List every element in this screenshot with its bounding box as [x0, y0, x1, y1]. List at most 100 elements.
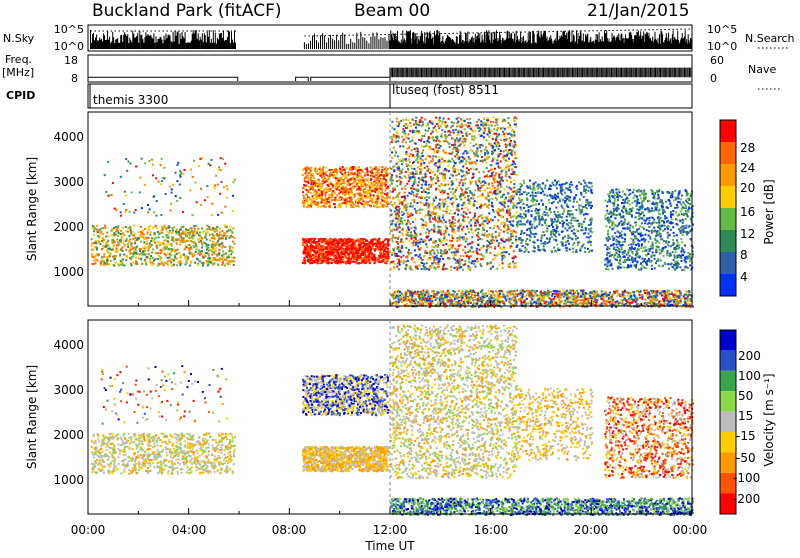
power-point	[180, 256, 182, 258]
power-point	[487, 119, 489, 121]
power-point	[163, 226, 165, 228]
power-point	[420, 140, 422, 142]
power-point	[456, 179, 458, 181]
power-point	[222, 261, 224, 263]
power-point	[441, 123, 443, 125]
power-point	[180, 236, 182, 238]
power-point	[189, 248, 191, 250]
power-point	[439, 173, 441, 175]
power-point	[311, 186, 313, 188]
power-point	[378, 169, 380, 171]
power-point	[148, 226, 150, 228]
power-point	[429, 218, 431, 220]
power-point	[233, 243, 235, 245]
power-point	[387, 248, 389, 250]
power-point	[119, 254, 121, 256]
power-point	[396, 131, 398, 133]
power-point	[184, 239, 186, 241]
power-point	[513, 120, 515, 122]
power-point	[386, 259, 388, 261]
power-point	[405, 171, 407, 173]
power-point	[334, 192, 336, 194]
power-point	[513, 161, 515, 163]
power-point	[369, 197, 371, 199]
power-point	[320, 254, 322, 256]
power-point	[98, 236, 100, 238]
power-point	[155, 237, 157, 239]
power-point	[496, 240, 498, 242]
power-point	[413, 244, 415, 246]
power-point	[340, 247, 342, 249]
power-point	[493, 117, 495, 119]
power-point	[361, 262, 363, 264]
power-point	[418, 239, 420, 241]
power-point	[302, 200, 304, 202]
power-point	[396, 241, 398, 243]
power-point	[495, 231, 497, 233]
power-point	[509, 143, 511, 145]
power-point	[437, 180, 439, 182]
power-point	[319, 238, 321, 240]
power-point	[483, 171, 485, 173]
power-point	[396, 209, 398, 211]
power-point	[107, 245, 109, 247]
power-point	[116, 247, 118, 249]
power-point	[211, 214, 213, 216]
power-point	[476, 147, 478, 149]
power-point	[357, 262, 359, 264]
power-point	[484, 127, 486, 129]
power-point	[161, 226, 163, 228]
power-point	[470, 224, 472, 226]
power-point	[456, 240, 458, 242]
power-point	[206, 246, 208, 248]
power-point	[129, 241, 131, 243]
power-point	[151, 159, 153, 161]
power-point	[394, 253, 396, 255]
power-point	[423, 263, 425, 265]
power-point	[93, 234, 95, 236]
power-point	[134, 237, 136, 239]
power-point	[458, 130, 460, 132]
power-point	[326, 180, 328, 182]
power-point	[508, 253, 510, 255]
power-point	[327, 198, 329, 200]
power-point	[405, 151, 407, 153]
power-point	[409, 155, 411, 157]
power-point	[430, 133, 432, 135]
power-point	[452, 175, 454, 177]
power-point	[304, 197, 306, 199]
power-point	[481, 214, 483, 216]
power-point	[381, 185, 383, 187]
power-point	[397, 140, 399, 142]
power-point	[493, 227, 495, 229]
power-point	[426, 246, 428, 248]
power-point	[103, 239, 105, 241]
power-point	[112, 246, 114, 248]
power-point	[135, 209, 137, 211]
power-point	[460, 187, 462, 189]
power-point	[422, 150, 424, 152]
power-point	[384, 193, 386, 195]
power-point	[410, 172, 412, 174]
power-point	[387, 253, 389, 255]
power-point	[378, 178, 380, 180]
power-point	[220, 246, 222, 248]
power-point	[391, 183, 393, 185]
power-point	[515, 236, 517, 238]
power-point	[164, 262, 166, 264]
power-point	[468, 261, 470, 263]
power-point	[420, 201, 422, 203]
power-point	[507, 224, 509, 226]
power-point	[409, 178, 411, 180]
power-point	[148, 253, 150, 255]
power-point	[141, 263, 143, 265]
power-point	[355, 199, 357, 201]
power-point	[322, 166, 324, 168]
power-point	[176, 231, 178, 233]
power-point	[320, 261, 322, 263]
power-point	[120, 233, 122, 235]
power-point	[152, 164, 154, 166]
power-point	[426, 170, 428, 172]
power-point	[421, 209, 423, 211]
